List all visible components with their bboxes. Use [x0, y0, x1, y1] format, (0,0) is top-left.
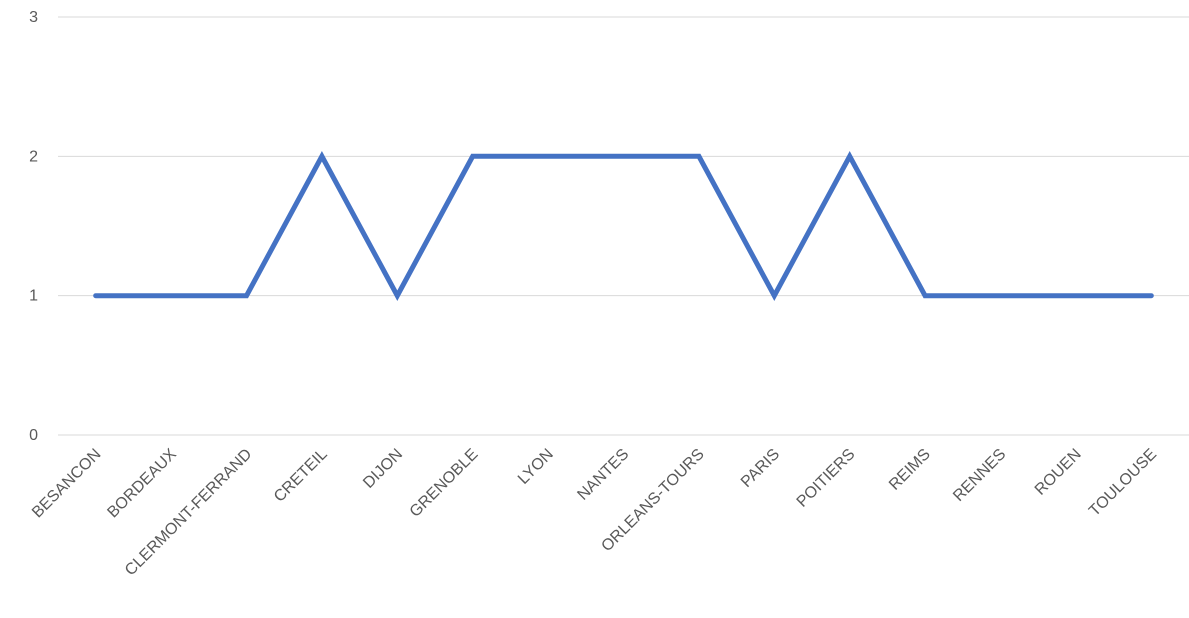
data-point [696, 154, 701, 159]
data-point [998, 293, 1003, 298]
data-point [847, 154, 852, 159]
data-point [546, 154, 551, 159]
series-line-0 [93, 151, 1154, 301]
x-tick-label: POITIERS [794, 446, 859, 511]
x-tick-label: CLERMONT-FERRAND [122, 446, 255, 579]
data-point [470, 154, 475, 159]
gridlines [58, 16, 1189, 436]
x-tick-label: ROUEN [1032, 446, 1085, 499]
x-tick-label: GRENOBLE [407, 446, 482, 521]
x-tick-label: NANTES [574, 446, 632, 504]
x-tick-label: BORDEAUX [104, 446, 180, 522]
data-point [1149, 293, 1154, 298]
x-tick-label: RENNES [950, 446, 1009, 505]
y-tick-label: 3 [29, 9, 38, 26]
x-tick-label: LYON [515, 446, 557, 488]
y-axis-tick-labels: 0 1 2 3 [29, 9, 38, 444]
x-tick-label: CRETEIL [271, 446, 331, 506]
x-tick-label: BESANCON [29, 446, 105, 522]
data-point [621, 154, 626, 159]
data-point [772, 293, 777, 298]
x-tick-label: DIJON [360, 446, 406, 492]
data-point [244, 293, 249, 298]
y-tick-label: 1 [29, 288, 38, 305]
data-point [93, 293, 98, 298]
data-point [319, 154, 324, 159]
x-tick-label: TOULOUSE [1086, 446, 1160, 520]
x-tick-label: PARIS [738, 446, 783, 491]
y-tick-label: 0 [29, 427, 38, 444]
data-point [169, 293, 174, 298]
data-point [923, 293, 928, 298]
y-tick-label: 2 [29, 148, 38, 165]
data-point [1073, 293, 1078, 298]
data-point [395, 293, 400, 298]
series-layer [93, 151, 1154, 301]
x-tick-label: REIMS [886, 446, 934, 494]
